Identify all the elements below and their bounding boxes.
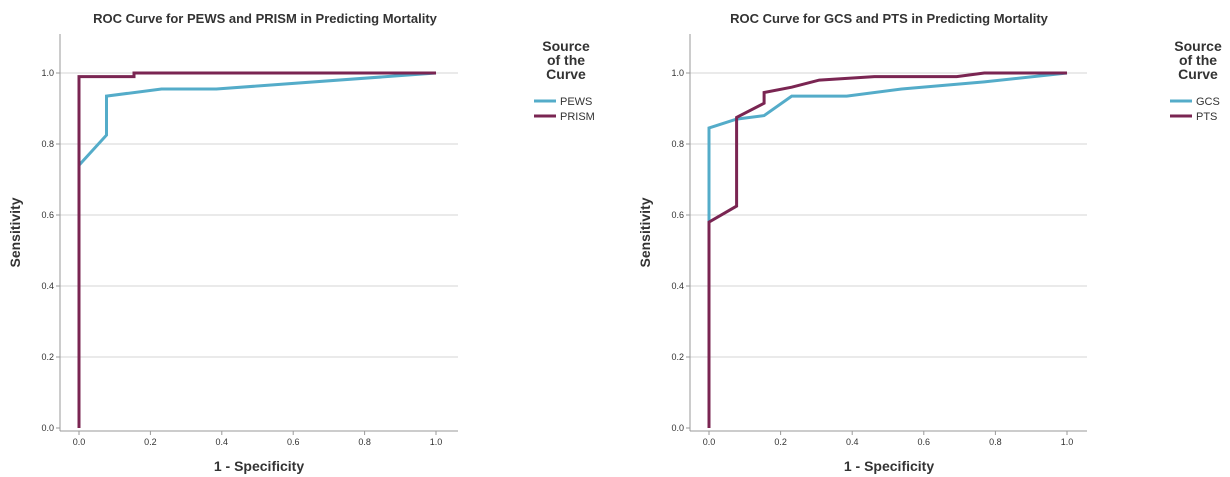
y-tick-label: 0.4	[671, 281, 684, 291]
x-tick-label: 0.8	[989, 437, 1002, 447]
legend-label-gcs: GCS	[1196, 96, 1220, 108]
y-tick-label: 0.2	[671, 352, 684, 362]
y-tick-label: 0.0	[41, 423, 54, 433]
legend-title: Source	[1174, 38, 1222, 54]
roc-chart-pews-prism: ROC Curve for PEWS and PRISM in Predicti…	[7, 11, 595, 474]
roc-line-gcs	[707, 71, 1068, 223]
x-tick-label: 1.0	[430, 437, 443, 447]
legend-title: Source	[542, 38, 590, 54]
x-tick-label: 0.6	[287, 437, 300, 447]
y-axis-label: Sensitivity	[637, 197, 653, 267]
y-tick-label: 1.0	[671, 68, 684, 78]
y-tick-label: 0.0	[671, 423, 684, 433]
chart-title: ROC Curve for PEWS and PRISM in Predicti…	[93, 11, 438, 26]
y-tick-label: 1.0	[41, 68, 54, 78]
roc-line-prism	[77, 71, 436, 428]
x-tick-label: 0.2	[144, 437, 157, 447]
legend-title: Curve	[1178, 66, 1218, 82]
x-tick-label: 0.6	[918, 437, 931, 447]
x-tick-label: 1.0	[1061, 437, 1074, 447]
legend-title: Curve	[546, 66, 586, 82]
roc-line-pews	[77, 71, 437, 167]
x-tick-label: 0.4	[216, 437, 229, 447]
y-axis-label: Sensitivity	[7, 197, 23, 267]
legend-label-pews: PEWS	[560, 96, 592, 108]
roc-chart-gcs-pts: ROC Curve for GCS and PTS in Predicting …	[637, 11, 1222, 474]
legend-title: of the	[547, 52, 585, 68]
legend-label-pts: PTS	[1196, 111, 1217, 123]
x-tick-label: 0.0	[73, 437, 86, 447]
legend-title: of the	[1179, 52, 1217, 68]
x-tick-label: 0.0	[703, 437, 716, 447]
x-axis-label: 1 - Specificity	[844, 458, 934, 474]
x-axis-label: 1 - Specificity	[214, 458, 304, 474]
chart-title: ROC Curve for GCS and PTS in Predicting …	[730, 11, 1049, 26]
y-tick-label: 0.8	[671, 139, 684, 149]
roc-line-pts	[707, 71, 1067, 428]
y-tick-label: 0.2	[41, 352, 54, 362]
y-tick-label: 0.6	[41, 210, 54, 220]
y-tick-label: 0.4	[41, 281, 54, 291]
x-tick-label: 0.2	[774, 437, 787, 447]
x-tick-label: 0.4	[846, 437, 859, 447]
y-tick-label: 0.6	[671, 210, 684, 220]
legend-label-prism: PRISM	[560, 111, 595, 123]
y-tick-label: 0.8	[41, 139, 54, 149]
x-tick-label: 0.8	[358, 437, 371, 447]
